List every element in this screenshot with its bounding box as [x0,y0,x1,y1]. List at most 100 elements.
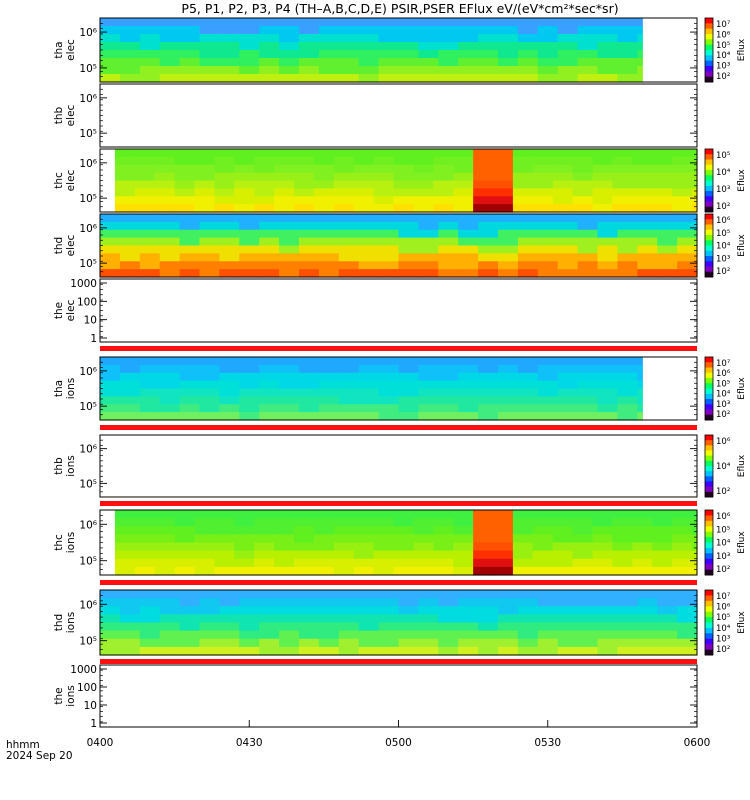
panel-label: elec [65,104,77,126]
spec-cell [478,269,499,278]
colorbar-tick-label: 10⁶ [716,437,731,447]
spec-cell [552,196,574,205]
spec-cell [179,606,201,615]
colorbar-segment [705,606,713,613]
spec-cell [318,253,340,262]
spec-cell [259,364,280,374]
spec-cell [239,630,260,640]
colorbar-tick-label: 10⁵ [716,613,730,623]
spec-cell [478,253,499,262]
spec-cell [512,180,534,189]
colorbar-frame [704,356,714,421]
spec-cell [194,518,216,527]
spec-cell [358,269,380,278]
spec-cell [512,566,534,576]
colorbar-tick-label: 10² [716,645,730,655]
spec-cell [438,606,459,615]
spec-cell [577,74,599,83]
spec-cell [134,188,156,197]
spec-cell [498,26,519,35]
spec-cell [657,606,678,615]
spec-cell [219,364,240,374]
spec-cell [378,253,400,262]
spec-cell [194,558,216,568]
spec-cell [532,196,554,205]
spec-cell [617,58,638,67]
spec-cell [517,622,539,632]
panel-label: ions [65,685,77,706]
panel-label: elec [65,234,77,256]
spec-cell [373,188,395,197]
spec-cell [119,614,141,624]
spec-cell [378,18,400,27]
colorbar-segment [705,520,713,527]
colorbar-segment [705,23,713,30]
spec-cell [632,534,653,544]
spec-cell [378,221,400,231]
spec-cell [139,214,161,223]
spec-cell [552,188,574,197]
spec-cell [537,404,559,413]
spec-cell [418,396,439,405]
spec-cell [154,180,176,189]
spec-cell [478,18,499,27]
y-tick-label: 10⁵ [79,556,97,568]
spec-cell [577,606,599,615]
y-tick-label: 10⁶ [79,444,97,456]
spec-cell [478,50,499,59]
spec-cell [592,164,614,174]
spec-cell [473,542,494,552]
spec-cell [279,18,300,27]
spec-cell [577,638,599,648]
spec-cell [557,66,579,75]
spec-cell [159,614,181,624]
spec-cell [438,622,459,632]
spec-cell [393,566,415,576]
spec-cell [597,221,618,231]
colorbar-label: Eflux [737,169,747,192]
spec-cell [657,598,678,607]
spec-cell [438,396,459,405]
spec-cell [453,566,474,576]
spec-cell [597,396,618,405]
spec-cell [119,34,141,43]
spec-cell [453,164,474,174]
spec-cell [199,229,220,239]
colorbar-segment [705,240,713,246]
spec-cell [313,566,335,576]
spec-cell [373,566,395,576]
spec-cell [418,74,439,83]
spec-cell [318,66,340,75]
colorbar-segment [705,28,713,35]
spec-cell [378,614,400,624]
spec-cell [537,261,559,270]
spec-cell [259,396,280,405]
spec-cell [617,598,638,607]
panel-label: thd [53,614,65,631]
spec-cell [358,388,380,397]
spec-cell [139,388,161,397]
spec-cell [512,550,534,560]
spec-cell [458,590,479,599]
spec-cell [498,590,519,599]
spec-cell [458,598,479,607]
spec-cell [572,156,594,166]
spec-cell [398,606,419,615]
spec-cell [597,58,618,67]
spec-cell [179,357,201,366]
spec-cell [199,364,220,374]
spec-cell [557,50,579,59]
spec-cell [652,550,673,560]
spec-cell [279,412,300,421]
spec-cell [259,66,280,75]
spec-cell [119,214,141,223]
colorbar-segment [705,34,713,40]
spec-cell [493,164,514,174]
panel-label: ions [65,612,77,633]
spec-cell [532,542,554,552]
spec-cell [358,404,380,413]
spec-cell [458,58,479,67]
spec-cell [498,50,519,59]
